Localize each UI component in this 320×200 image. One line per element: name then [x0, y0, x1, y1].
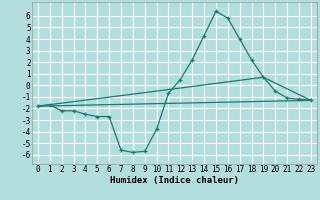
X-axis label: Humidex (Indice chaleur): Humidex (Indice chaleur)	[110, 176, 239, 185]
